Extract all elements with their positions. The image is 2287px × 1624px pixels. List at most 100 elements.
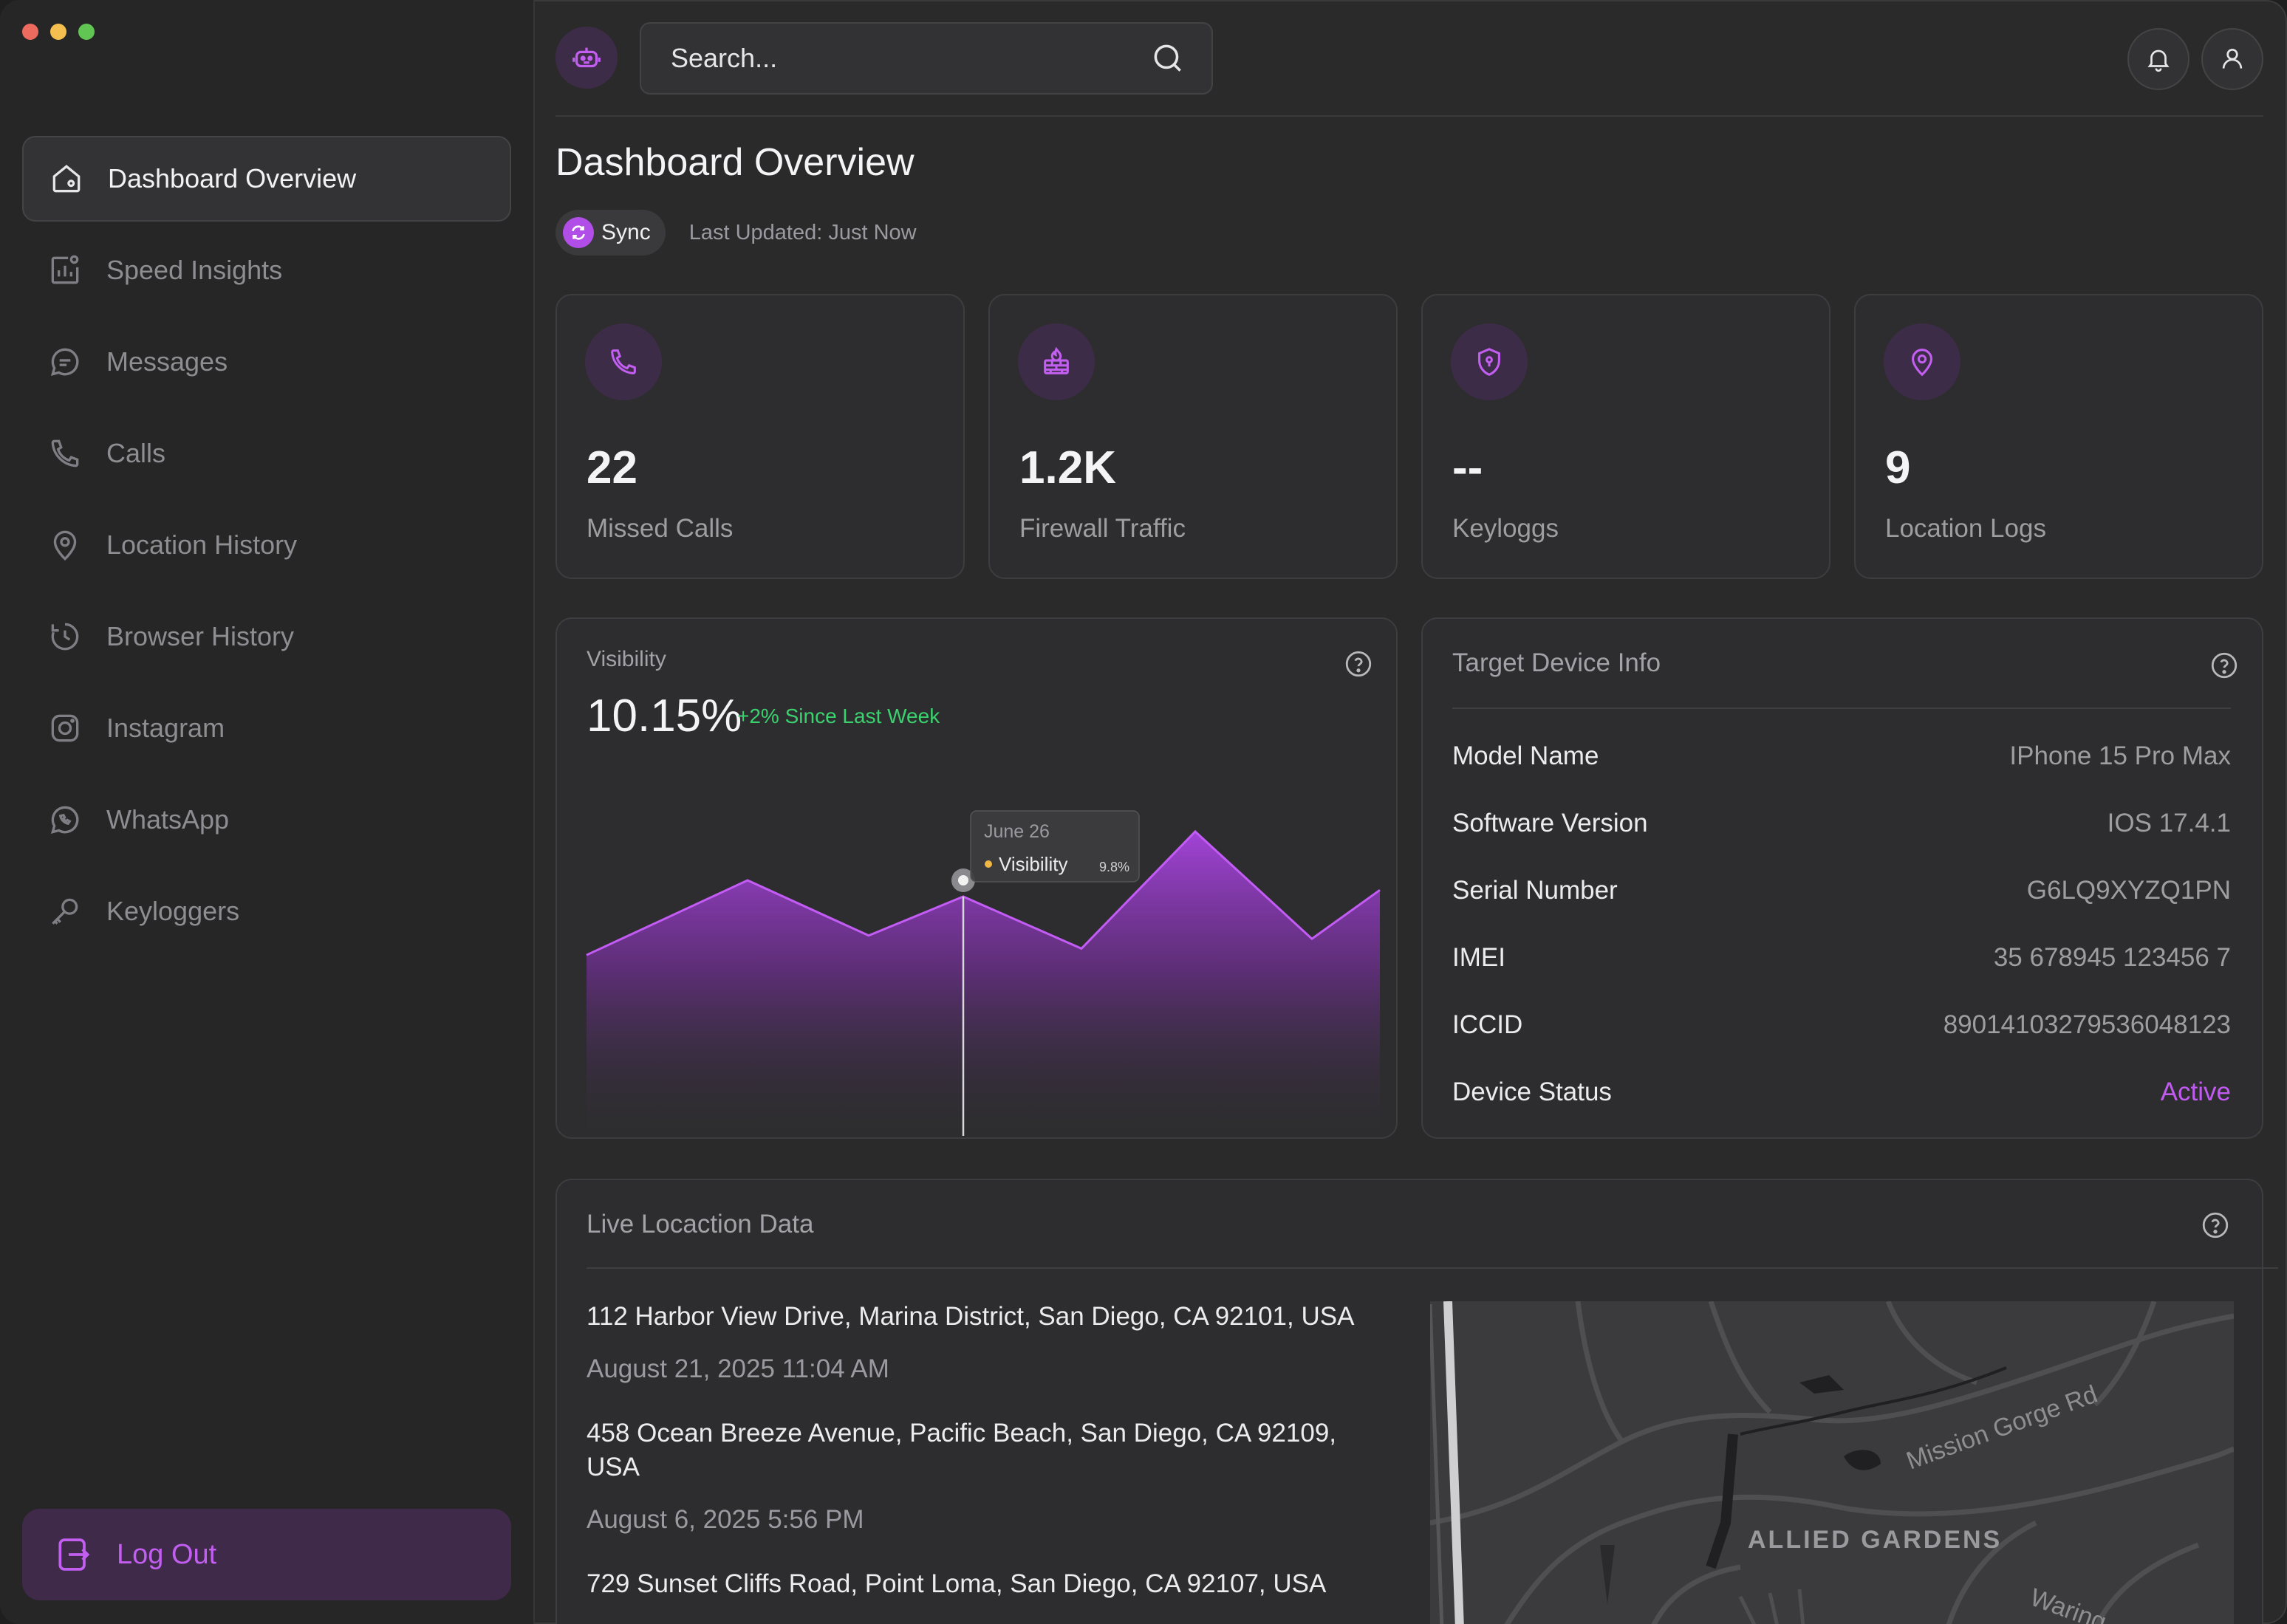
logout-button[interactable]: Log Out bbox=[22, 1509, 511, 1600]
chart-icon bbox=[46, 251, 84, 289]
stat-value: 1.2K bbox=[1019, 442, 1116, 493]
location-pin-icon bbox=[46, 526, 84, 564]
window-controls bbox=[22, 24, 95, 40]
logout-icon bbox=[53, 1534, 95, 1575]
stat-label: Keyloggs bbox=[1452, 514, 1559, 543]
stat-value: -- bbox=[1452, 442, 1483, 493]
device-info-divider bbox=[1452, 707, 2231, 709]
visibility-chart[interactable]: June 26 Visibility 9.8% bbox=[557, 619, 1399, 1140]
visibility-value: 10.15% bbox=[587, 691, 742, 741]
device-key: ICCID bbox=[1452, 1010, 1523, 1039]
highlight-point-center bbox=[958, 875, 968, 885]
sidebar-item-location-history[interactable]: Location History bbox=[22, 502, 511, 588]
stat-card-location-logs[interactable]: 9 Location Logs bbox=[1854, 294, 2263, 579]
firewall-icon bbox=[1018, 323, 1095, 400]
sync-row: Sync Last Updated: Just Now bbox=[555, 208, 917, 257]
sidebar: Dashboard Overview Speed Insights Messag… bbox=[0, 0, 535, 1624]
logout-label: Log Out bbox=[117, 1538, 217, 1570]
header-divider bbox=[555, 115, 2263, 117]
search-placeholder: Search... bbox=[671, 43, 778, 73]
sidebar-item-label: Keyloggers bbox=[106, 896, 240, 926]
sidebar-item-dashboard-overview[interactable]: Dashboard Overview bbox=[22, 136, 511, 222]
visibility-card: Visibility 10.15% +2% Since Last Week bbox=[555, 617, 1398, 1139]
help-icon[interactable] bbox=[2200, 1210, 2231, 1241]
sidebar-item-label: Speed Insights bbox=[106, 255, 283, 285]
chart-tooltip: June 26 Visibility 9.8% bbox=[970, 810, 1140, 883]
location-pin-icon bbox=[1884, 323, 1960, 400]
live-location-divider bbox=[587, 1267, 2278, 1269]
sidebar-item-label: Calls bbox=[106, 438, 166, 468]
sidebar-item-browser-history[interactable]: Browser History bbox=[22, 594, 511, 679]
help-icon[interactable] bbox=[1343, 648, 1374, 679]
stat-label: Firewall Traffic bbox=[1019, 514, 1186, 543]
maximize-window-button[interactable] bbox=[78, 24, 95, 40]
visibility-delta: +2% Since Last Week bbox=[737, 705, 940, 727]
phone-icon bbox=[585, 323, 662, 400]
sidebar-item-speed-insights[interactable]: Speed Insights bbox=[22, 227, 511, 313]
device-row-imei: IMEI 35 678945 123456 7 bbox=[1452, 943, 2231, 973]
stat-card-keyloggs[interactable]: -- Keyloggs bbox=[1421, 294, 1830, 579]
stat-value: 22 bbox=[587, 442, 637, 493]
stat-card-firewall-traffic[interactable]: 1.2K Firewall Traffic bbox=[988, 294, 1398, 579]
phone-icon bbox=[46, 434, 84, 473]
search-input[interactable]: Search... bbox=[640, 22, 1213, 95]
device-key: Model Name bbox=[1452, 741, 1599, 770]
location-map[interactable]: Mission Gorge Rd ALLIED GARDENS Waring bbox=[1430, 1301, 2234, 1624]
device-value: IPhone 15 Pro Max bbox=[2009, 741, 2231, 770]
live-location-card: Live Locaction Data 112 Harbor View Driv… bbox=[555, 1179, 2278, 1624]
tooltip-series: Visibility bbox=[999, 853, 1067, 875]
location-address[interactable]: 458 Ocean Breeze Avenue, Pacific Beach, … bbox=[587, 1419, 1337, 1481]
tooltip-date: June 26 bbox=[984, 821, 1050, 842]
history-icon bbox=[46, 617, 84, 656]
close-window-button[interactable] bbox=[22, 24, 38, 40]
sidebar-item-whatsapp[interactable]: WhatsApp bbox=[22, 777, 511, 863]
profile-button[interactable] bbox=[2201, 28, 2263, 90]
sidebar-item-messages[interactable]: Messages bbox=[22, 319, 511, 405]
device-row-iccid: ICCID 89014103279536048123 bbox=[1452, 1010, 2231, 1040]
device-row-status: Device Status Active bbox=[1452, 1077, 2231, 1107]
stat-label: Location Logs bbox=[1885, 514, 2046, 543]
device-row-model: Model Name IPhone 15 Pro Max bbox=[1452, 741, 2231, 771]
sidebar-item-label: WhatsApp bbox=[106, 804, 230, 835]
page-title: Dashboard Overview bbox=[555, 141, 915, 184]
device-value: IOS 17.4.1 bbox=[2107, 809, 2231, 837]
live-location-title: Live Locaction Data bbox=[587, 1210, 814, 1238]
location-address[interactable]: 729 Sunset Cliffs Road, Point Loma, San … bbox=[587, 1569, 1327, 1598]
sidebar-item-keyloggers[interactable]: Keyloggers bbox=[22, 868, 511, 954]
last-updated: Last Updated: Just Now bbox=[688, 220, 917, 244]
stat-value: 9 bbox=[1885, 442, 1911, 493]
help-icon[interactable] bbox=[2209, 650, 2240, 681]
shield-icon bbox=[1451, 323, 1528, 400]
stat-card-missed-calls[interactable]: 22 Missed Calls bbox=[555, 294, 965, 579]
sidebar-item-calls[interactable]: Calls bbox=[22, 411, 511, 496]
sidebar-item-label: Messages bbox=[106, 346, 228, 377]
sync-button[interactable]: Sync bbox=[555, 210, 666, 256]
visibility-line bbox=[586, 829, 1381, 956]
home-icon bbox=[47, 160, 86, 198]
user-icon bbox=[2222, 48, 2243, 69]
device-value: G6LQ9XYZQ1PN bbox=[2026, 876, 2231, 905]
assistant-button[interactable] bbox=[555, 27, 618, 89]
sidebar-item-instagram[interactable]: Instagram bbox=[22, 685, 511, 771]
sidebar-item-label: Instagram bbox=[106, 713, 225, 743]
minimize-window-button[interactable] bbox=[50, 24, 66, 40]
device-key: Device Status bbox=[1452, 1077, 1612, 1106]
device-key: IMEI bbox=[1452, 943, 1505, 972]
search-icon[interactable] bbox=[1149, 40, 1186, 77]
message-icon bbox=[46, 343, 84, 381]
instagram-icon bbox=[46, 709, 84, 747]
sidebar-nav: Dashboard Overview Speed Insights Messag… bbox=[22, 136, 511, 960]
location-address[interactable]: 112 Harbor View Drive, Marina District, … bbox=[587, 1302, 1355, 1331]
location-timestamp: August 6, 2025 5:56 PM bbox=[587, 1505, 864, 1534]
visibility-area bbox=[587, 832, 1380, 1136]
key-icon bbox=[46, 892, 84, 931]
notifications-button[interactable] bbox=[2127, 28, 2189, 90]
robot-icon bbox=[572, 47, 601, 68]
tooltip-value: 9.8% bbox=[1099, 860, 1129, 874]
location-timestamp: August 21, 2025 11:04 AM bbox=[587, 1354, 889, 1383]
stat-label: Missed Calls bbox=[587, 514, 734, 543]
topbar: Search... bbox=[555, 22, 2263, 96]
device-row-serial: Serial Number G6LQ9XYZQ1PN bbox=[1452, 876, 2231, 905]
sidebar-item-label: Location History bbox=[106, 530, 298, 560]
